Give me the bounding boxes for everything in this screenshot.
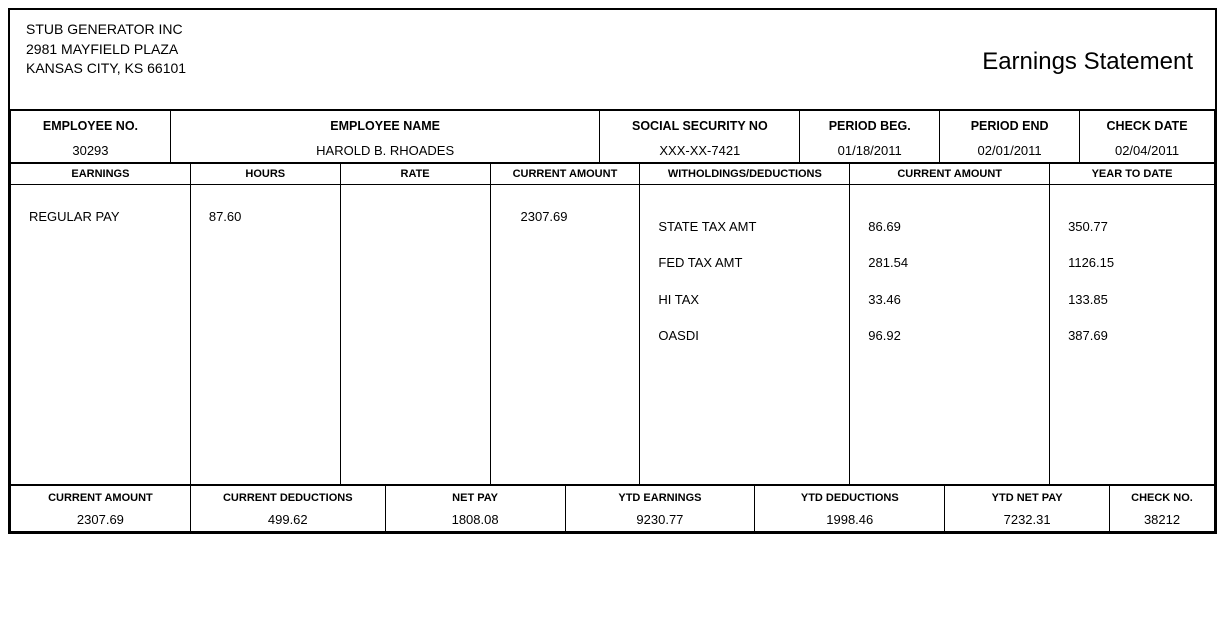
ssn-cell: SOCIAL SECURITY NO XXX-XX-7421	[600, 111, 800, 163]
ded-label: OASDI	[658, 318, 839, 354]
cell-deduction-labels: STATE TAX AMT FED TAX AMT HI TAX OASDI	[640, 184, 850, 484]
period-beg-value: 01/18/2011	[804, 143, 935, 158]
cell-earning-label: REGULAR PAY	[11, 184, 191, 484]
ded-ytd: 387.69	[1068, 318, 1204, 354]
ssn-value: XXX-XX-7421	[604, 143, 795, 158]
hdr-ytd: YEAR TO DATE	[1050, 163, 1215, 184]
emp-no-value: 30293	[15, 143, 166, 158]
tot-label: YTD DEDUCTIONS	[759, 492, 940, 512]
hdr-current-amount: CURRENT AMOUNT	[490, 163, 640, 184]
company-block: STUB GENERATOR INC 2981 MAYFIELD PLAZA K…	[26, 20, 186, 79]
hdr-withholdings: WITHOLDINGS/DEDUCTIONS	[640, 163, 850, 184]
ded-label: STATE TAX AMT	[658, 209, 839, 245]
tot-ytd-net: YTD NET PAY 7232.31	[945, 485, 1110, 531]
cell-deduction-current: 86.69 281.54 33.46 96.92	[850, 184, 1050, 484]
hdr-earnings: EARNINGS	[11, 163, 191, 184]
tot-current-amount: CURRENT AMOUNT 2307.69	[11, 485, 191, 531]
company-address-2: KANSAS CITY, KS 66101	[26, 59, 186, 79]
ded-ytd: 133.85	[1068, 282, 1204, 318]
tot-value: 7232.31	[949, 512, 1105, 527]
period-end-cell: PERIOD END 02/01/2011	[940, 111, 1080, 163]
hdr-hours: HOURS	[190, 163, 340, 184]
emp-name-label: EMPLOYEE NAME	[175, 119, 596, 143]
ded-label: FED TAX AMT	[658, 245, 839, 281]
cell-deduction-ytd: 350.77 1126.15 133.85 387.69	[1050, 184, 1215, 484]
check-date-value: 02/04/2011	[1084, 143, 1210, 158]
period-beg-label: PERIOD BEG.	[804, 119, 935, 143]
tot-label: NET PAY	[390, 492, 561, 512]
emp-no-label: EMPLOYEE NO.	[15, 119, 166, 143]
ded-ytd: 1126.15	[1068, 245, 1204, 281]
emp-name-value: HAROLD B. RHOADES	[175, 143, 596, 158]
ded-ytd: 350.77	[1068, 209, 1204, 245]
cell-hours: 87.60	[190, 184, 340, 484]
emp-no-cell: EMPLOYEE NO. 30293	[11, 111, 171, 163]
earning-amount: 2307.69	[521, 209, 630, 224]
employee-info-table: EMPLOYEE NO. 30293 EMPLOYEE NAME HAROLD …	[10, 111, 1215, 163]
tot-label: YTD EARNINGS	[570, 492, 751, 512]
header-block: STUB GENERATOR INC 2981 MAYFIELD PLAZA K…	[10, 10, 1215, 111]
tot-check-no: CHECK NO. 38212	[1110, 485, 1215, 531]
check-date-cell: CHECK DATE 02/04/2011	[1080, 111, 1215, 163]
hdr-ded-current: CURRENT AMOUNT	[850, 163, 1050, 184]
pay-stub: STUB GENERATOR INC 2981 MAYFIELD PLAZA K…	[8, 8, 1217, 534]
tot-current-ded: CURRENT DEDUCTIONS 499.62	[190, 485, 385, 531]
period-beg-cell: PERIOD BEG. 01/18/2011	[800, 111, 940, 163]
ded-current: 96.92	[868, 318, 1039, 354]
check-date-label: CHECK DATE	[1084, 119, 1210, 143]
tot-net-pay: NET PAY 1808.08	[385, 485, 565, 531]
tot-ytd-ded: YTD DEDUCTIONS 1998.46	[755, 485, 945, 531]
tot-value: 1998.46	[759, 512, 940, 527]
emp-name-cell: EMPLOYEE NAME HAROLD B. RHOADES	[170, 111, 600, 163]
tot-value: 38212	[1114, 512, 1210, 527]
tot-value: 499.62	[195, 512, 381, 527]
ssn-label: SOCIAL SECURITY NO	[604, 119, 795, 143]
cell-rate	[340, 184, 490, 484]
ded-current: 86.69	[868, 209, 1039, 245]
tot-value: 9230.77	[570, 512, 751, 527]
cell-earning-amount: 2307.69	[490, 184, 640, 484]
tot-label: CHECK NO.	[1114, 492, 1210, 512]
earning-hours: 87.60	[209, 209, 330, 224]
company-address-1: 2981 MAYFIELD PLAZA	[26, 40, 186, 60]
tot-label: CURRENT AMOUNT	[15, 492, 186, 512]
tot-label: YTD NET PAY	[949, 492, 1105, 512]
tot-value: 2307.69	[15, 512, 186, 527]
tot-ytd-earn: YTD EARNINGS 9230.77	[565, 485, 755, 531]
detail-table: EARNINGS HOURS RATE CURRENT AMOUNT WITHO…	[10, 163, 1215, 485]
ded-label: HI TAX	[658, 282, 839, 318]
tot-value: 1808.08	[390, 512, 561, 527]
tot-label: CURRENT DEDUCTIONS	[195, 492, 381, 512]
period-end-value: 02/01/2011	[944, 143, 1075, 158]
period-end-label: PERIOD END	[944, 119, 1075, 143]
ded-current: 33.46	[868, 282, 1039, 318]
totals-table: CURRENT AMOUNT 2307.69 CURRENT DEDUCTION…	[10, 485, 1215, 532]
company-name: STUB GENERATOR INC	[26, 20, 186, 40]
earning-label: REGULAR PAY	[29, 209, 180, 224]
document-title: Earnings Statement	[982, 20, 1199, 76]
ded-current: 281.54	[868, 245, 1039, 281]
hdr-rate: RATE	[340, 163, 490, 184]
